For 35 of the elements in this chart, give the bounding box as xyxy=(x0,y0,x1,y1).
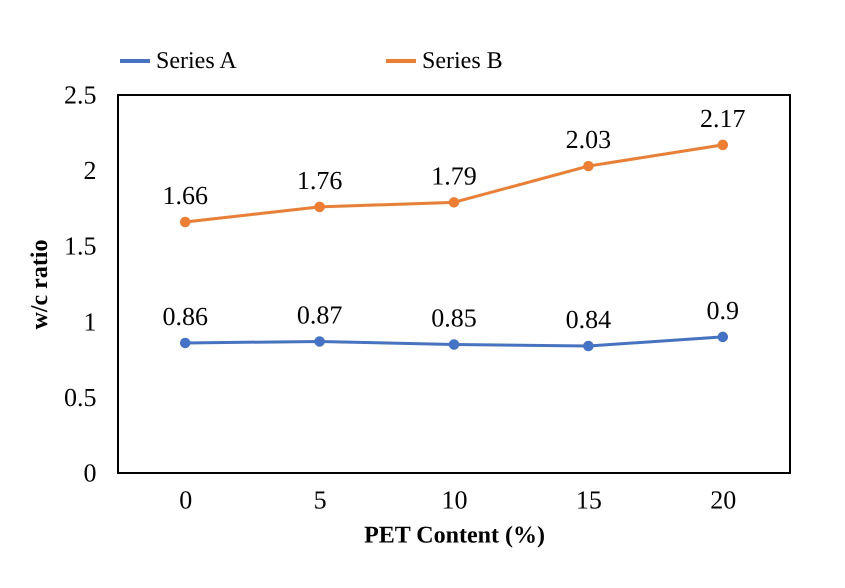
x-axis-title: PET Content (%) xyxy=(364,522,545,548)
y-axis-title: w/c ratio xyxy=(27,240,53,330)
point xyxy=(180,216,190,228)
y-tick-label: 2.5 xyxy=(64,80,96,110)
y-tick-label: 2 xyxy=(84,156,96,186)
point xyxy=(718,332,728,342)
data-label: 2.03 xyxy=(566,125,612,154)
data-label: 0.86 xyxy=(162,302,208,331)
point xyxy=(448,339,460,350)
point xyxy=(583,340,594,352)
x-tick-label: 15 xyxy=(576,486,602,514)
x-tick-label: 20 xyxy=(710,486,736,514)
y-tick-label: 0.5 xyxy=(64,382,96,412)
point xyxy=(583,160,594,172)
x-tick-label: 10 xyxy=(442,486,468,514)
x-tick-label: 5 xyxy=(314,486,327,514)
data-label: 1.79 xyxy=(431,161,477,190)
y-tick-label: 1.5 xyxy=(64,232,96,261)
y-tick-label: 0 xyxy=(84,458,96,488)
point xyxy=(314,202,325,212)
point xyxy=(448,197,460,208)
data-label: 1.66 xyxy=(162,181,208,210)
y-tick-label: 1 xyxy=(84,307,96,336)
data-label: 0.9 xyxy=(706,296,740,325)
data-label: 0.85 xyxy=(431,303,477,332)
data-label: 2.17 xyxy=(700,104,746,133)
x-tick-label: 0 xyxy=(179,486,192,514)
data-label: 1.76 xyxy=(296,166,342,195)
legend-label: Series B xyxy=(422,48,503,74)
data-label: 0.84 xyxy=(566,304,612,334)
point xyxy=(718,140,728,150)
data-label: 0.87 xyxy=(296,300,342,330)
point xyxy=(180,338,190,348)
point xyxy=(314,336,325,347)
legend-label: Series A xyxy=(156,48,238,74)
